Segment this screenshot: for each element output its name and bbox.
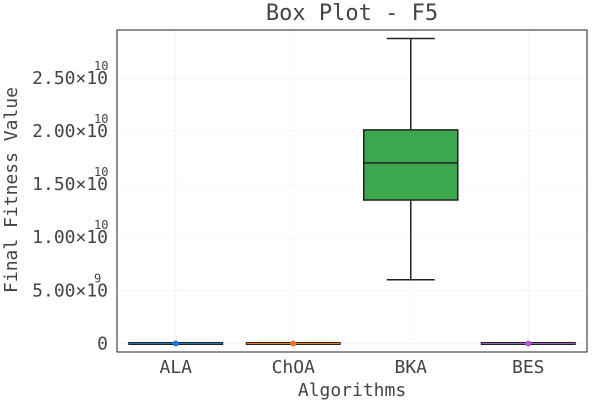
x-axis-label: Algorithms bbox=[298, 380, 406, 400]
box-marker bbox=[290, 340, 297, 347]
box-body bbox=[363, 129, 459, 201]
y-axis-label: Final Fitness Value bbox=[1, 87, 22, 293]
y-tick-label: 1.50×10 bbox=[32, 174, 108, 195]
x-tick-label: ALA bbox=[159, 357, 192, 378]
y-tick-exponent: 10 bbox=[94, 59, 108, 73]
y-tick-labels: 05.00×1091.00×10101.50×10102.00×10102.50… bbox=[32, 59, 108, 355]
x-tick-labels: ALA ChOA BKA BES bbox=[159, 357, 544, 378]
y-tick-label: 2.50×10 bbox=[32, 68, 108, 89]
y-tick-exponent: 9 bbox=[94, 271, 101, 285]
grid-layer bbox=[117, 30, 587, 352]
box-bka bbox=[363, 37, 459, 281]
y-tick-exponent: 10 bbox=[94, 112, 108, 126]
x-tick-label: BKA bbox=[394, 357, 427, 378]
box-marker bbox=[525, 340, 532, 347]
box-bes bbox=[480, 340, 576, 347]
box-layer bbox=[128, 37, 576, 347]
y-tick-label: 2.00×10 bbox=[32, 121, 108, 142]
y-tick-label: 1.00×10 bbox=[32, 227, 108, 248]
x-tick-label: ChOA bbox=[272, 357, 316, 378]
y-tick-label: 0 bbox=[97, 333, 108, 354]
box-marker bbox=[172, 340, 179, 347]
y-tick-exponent: 10 bbox=[94, 165, 108, 179]
plot-frame bbox=[116, 29, 588, 353]
box-ala bbox=[128, 340, 224, 347]
y-tick-exponent: 10 bbox=[94, 218, 108, 232]
x-tick-label: BES bbox=[512, 357, 545, 378]
y-tick-label: 5.00×10 bbox=[32, 280, 108, 301]
box-choa bbox=[245, 340, 341, 347]
chart-title: Box Plot - F5 bbox=[266, 1, 438, 26]
